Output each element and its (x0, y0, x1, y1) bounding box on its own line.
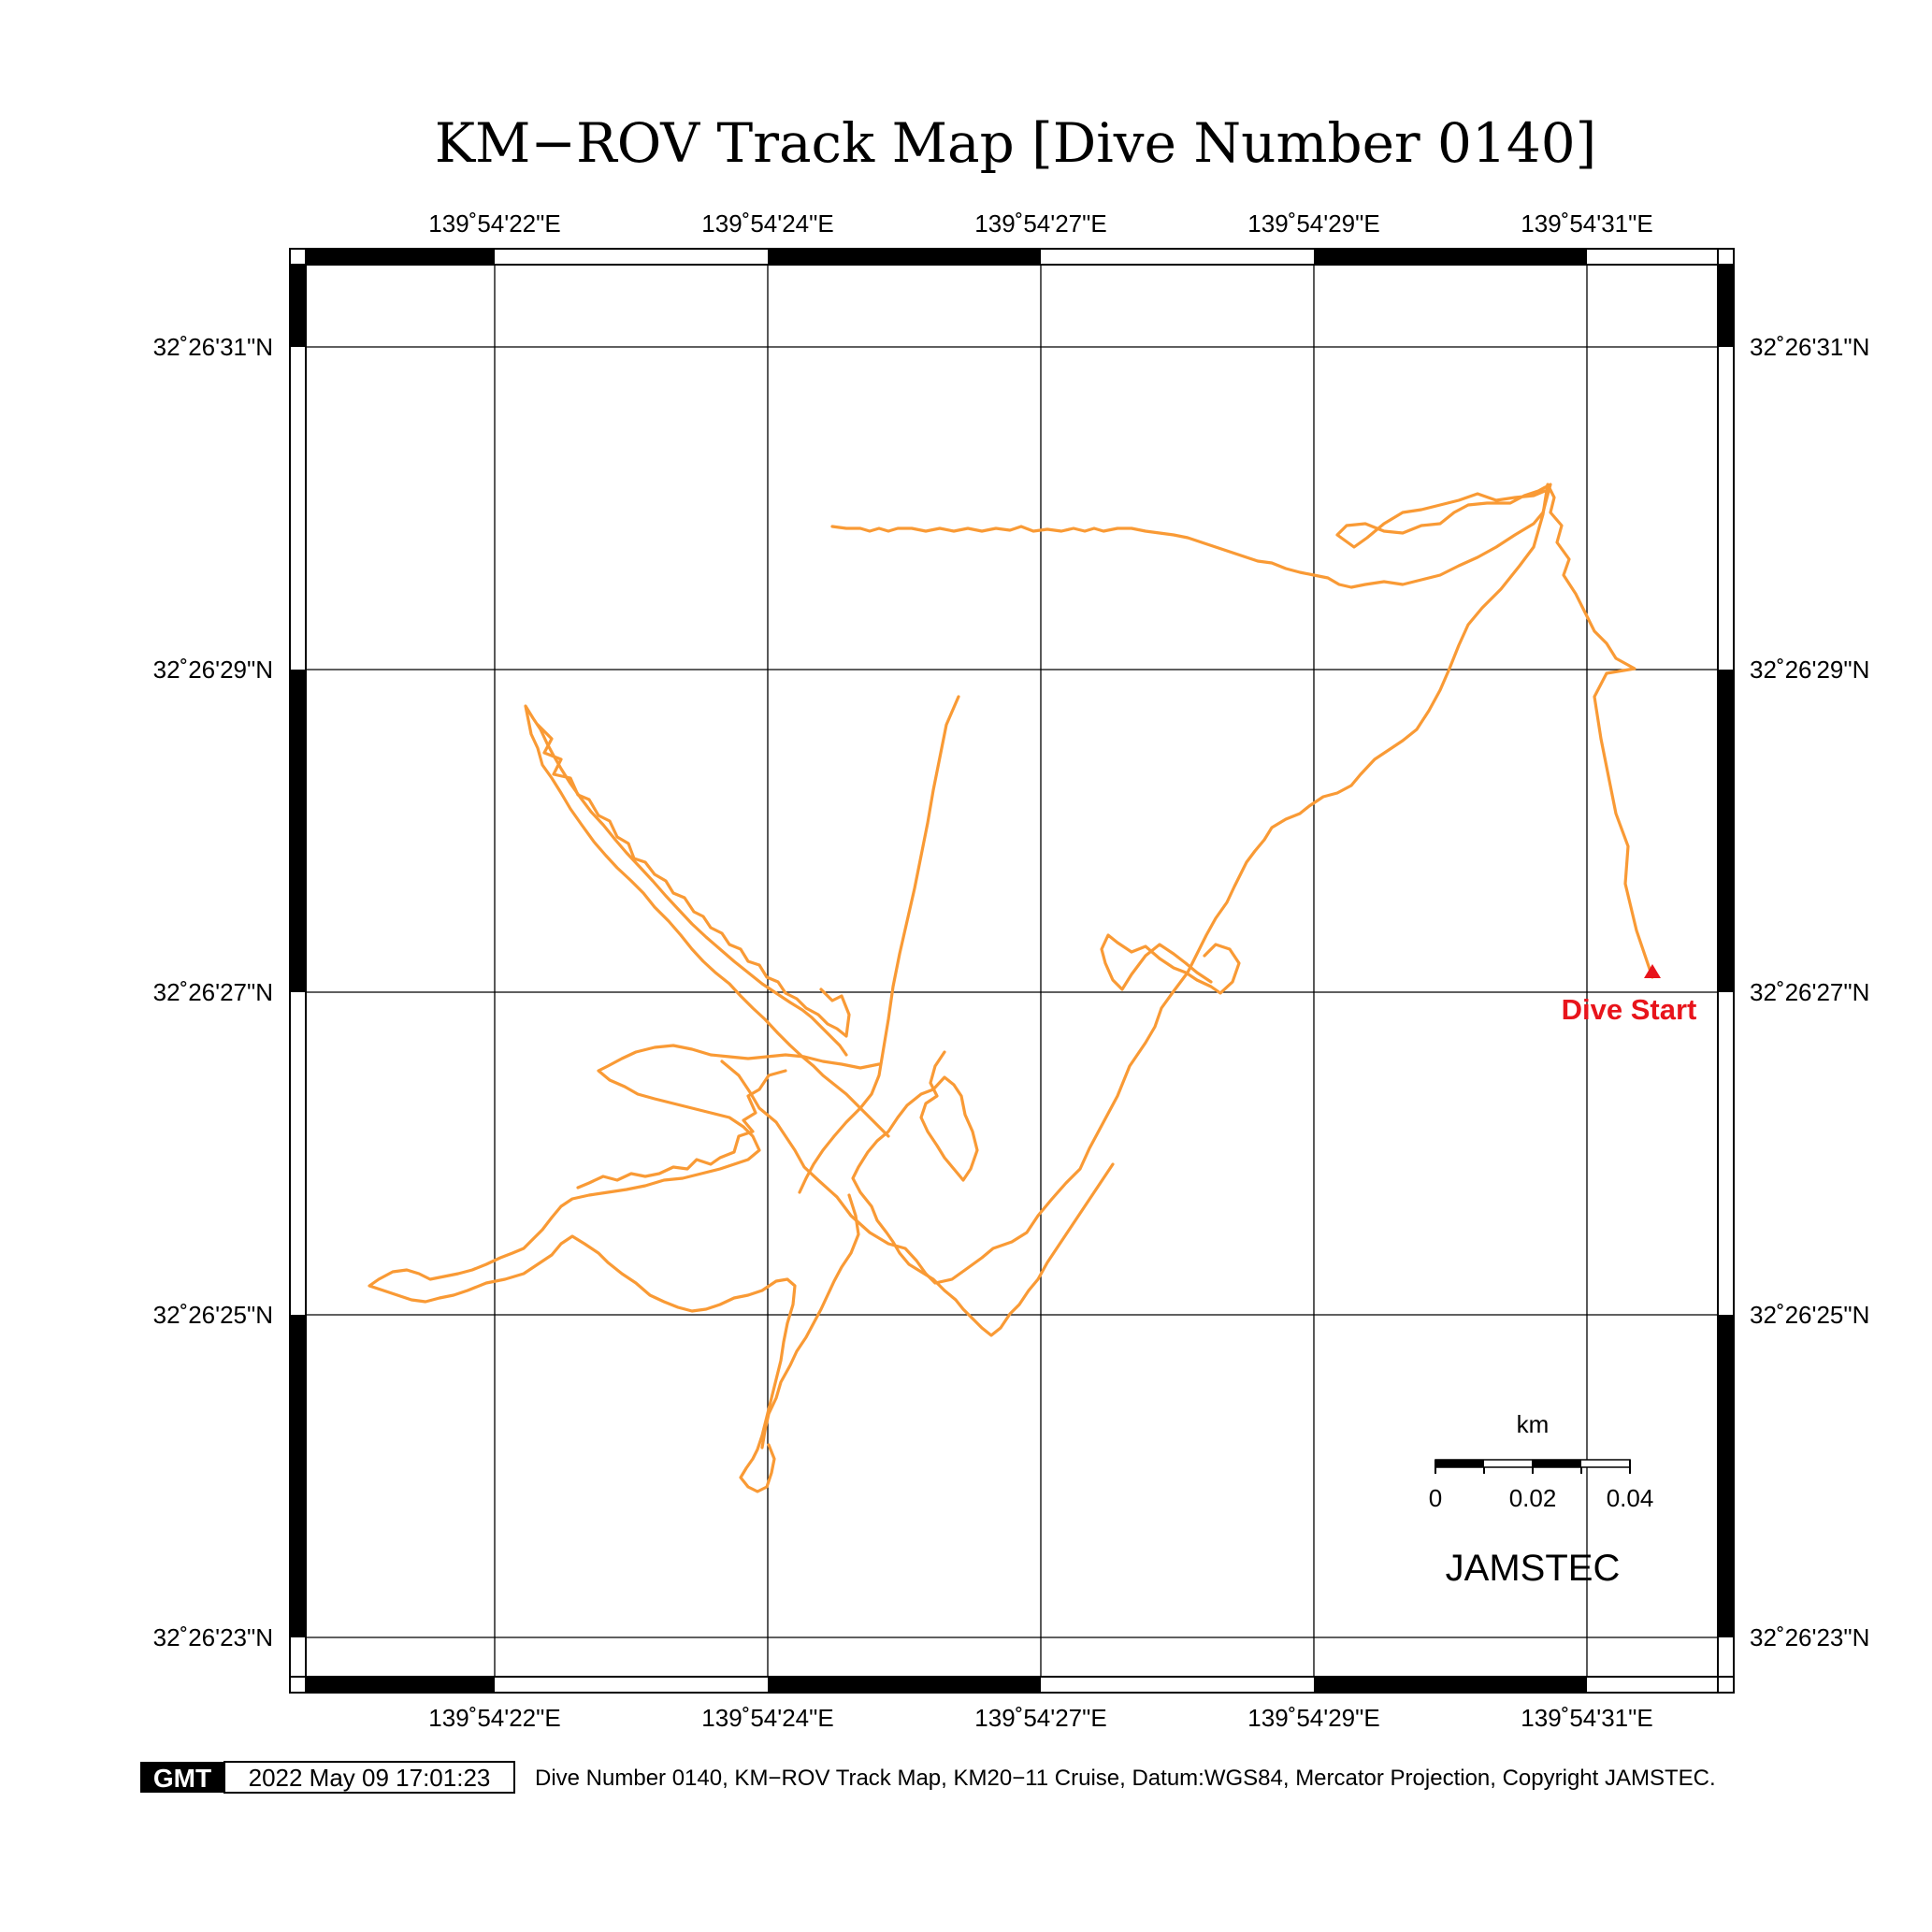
lat-tick-label: 32˚26'25"N (1750, 1301, 1869, 1329)
lat-tick-label: 32˚26'29"N (1750, 656, 1869, 684)
lon-tick-label: 139˚54'24"E (701, 209, 833, 238)
lon-tick-label: 139˚54'29"E (1247, 1704, 1379, 1732)
rov-track (368, 483, 1654, 1493)
map-title: KM−ROV Track Map [Dive Number 0140] (435, 111, 1597, 175)
lat-tick-label: 32˚26'23"N (1750, 1623, 1869, 1651)
timestamp: 2022 May 09 17:01:23 (249, 1764, 491, 1792)
lon-tick-label: 139˚54'29"E (1247, 209, 1379, 238)
lon-tick-label: 139˚54'27"E (974, 1704, 1106, 1732)
dive-start-marker: Dive Start (1562, 964, 1697, 1026)
lat-tick-label: 32˚26'23"N (153, 1623, 273, 1651)
lat-tick-label: 32˚26'29"N (153, 656, 273, 684)
track-west-jitter (576, 1069, 787, 1189)
lon-tick-label: 139˚54'31"E (1521, 1704, 1652, 1732)
dive-start-triangle-icon (1644, 964, 1661, 978)
track-spine (798, 695, 960, 1194)
scale-unit: km (1517, 1410, 1550, 1438)
lat-tick-label: 32˚26'31"N (153, 333, 273, 361)
footer: GMT 2022 May 09 17:01:23 Dive Number 014… (140, 1761, 1716, 1794)
track-west-loop (368, 1044, 881, 1493)
scale-label: 0 (1429, 1484, 1442, 1512)
lat-labels-right: 32˚26'31"N 32˚26'29"N 32˚26'27"N 32˚26'2… (1750, 333, 1869, 1651)
track-south-arm (760, 1193, 860, 1449)
track-ne-spur (830, 483, 1552, 589)
track-central-cluster (851, 1050, 1115, 1337)
gmt-logo-icon (140, 1762, 224, 1793)
graticule (306, 265, 1718, 1677)
lat-tick-label: 32˚26'27"N (1750, 978, 1869, 1006)
map-frame (289, 248, 1735, 1694)
track-ne-loop (1100, 933, 1241, 995)
track-northwest-arm (524, 704, 890, 1138)
lon-tick-label: 139˚54'31"E (1521, 209, 1652, 238)
footer-caption: Dive Number 0140, KM−ROV Track Map, KM20… (535, 1766, 1716, 1791)
scale-label: 0.04 (1607, 1484, 1654, 1512)
lon-tick-label: 139˚54'22"E (428, 209, 560, 238)
gmt-logo-text: GMT (153, 1764, 211, 1793)
lat-tick-label: 32˚26'31"N (1750, 333, 1869, 361)
jamstec-label: JAMSTEC (1446, 1548, 1621, 1589)
track-northeast-leg (720, 483, 1654, 1285)
lon-labels-top: 139˚54'22"E 139˚54'24"E 139˚54'27"E 139˚… (428, 209, 1652, 238)
lat-tick-label: 32˚26'27"N (153, 978, 273, 1006)
lon-tick-label: 139˚54'22"E (428, 1704, 560, 1732)
dive-start-label: Dive Start (1562, 993, 1697, 1026)
scale-bar: km 0 0.02 0.04 (1429, 1410, 1654, 1512)
lat-tick-label: 32˚26'25"N (153, 1301, 273, 1329)
lon-tick-label: 139˚54'24"E (701, 1704, 833, 1732)
scale-label: 0.02 (1509, 1484, 1557, 1512)
lon-tick-label: 139˚54'27"E (974, 209, 1106, 238)
lon-labels-bottom: 139˚54'22"E 139˚54'24"E 139˚54'27"E 139˚… (428, 1704, 1652, 1732)
lat-labels-left: 32˚26'31"N 32˚26'29"N 32˚26'27"N 32˚26'2… (153, 333, 273, 1651)
track-nw-jitter (536, 723, 851, 1038)
timestamp-box (223, 1761, 515, 1794)
